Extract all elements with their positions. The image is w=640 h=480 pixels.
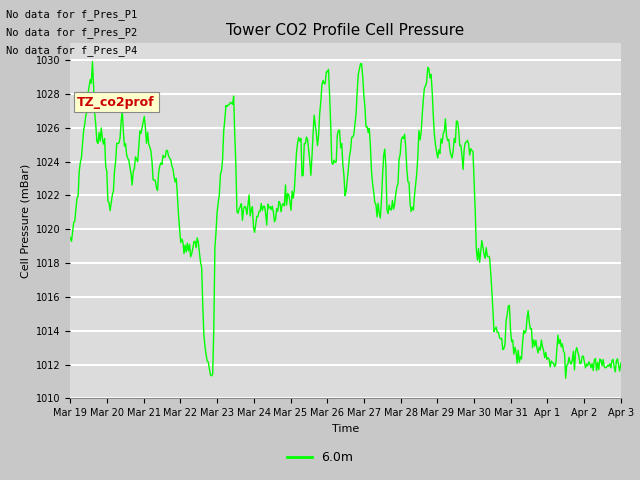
X-axis label: Time: Time (332, 424, 359, 433)
Text: No data for f_Pres_P2: No data for f_Pres_P2 (6, 27, 138, 38)
Legend: 6.0m: 6.0m (282, 446, 358, 469)
Title: Tower CO2 Profile Cell Pressure: Tower CO2 Profile Cell Pressure (227, 23, 465, 38)
Text: TZ_co2prof: TZ_co2prof (77, 96, 155, 108)
Text: No data for f_Pres_P1: No data for f_Pres_P1 (6, 9, 138, 20)
Text: No data for f_Pres_P4: No data for f_Pres_P4 (6, 45, 138, 56)
Y-axis label: Cell Pressure (mBar): Cell Pressure (mBar) (20, 164, 30, 278)
